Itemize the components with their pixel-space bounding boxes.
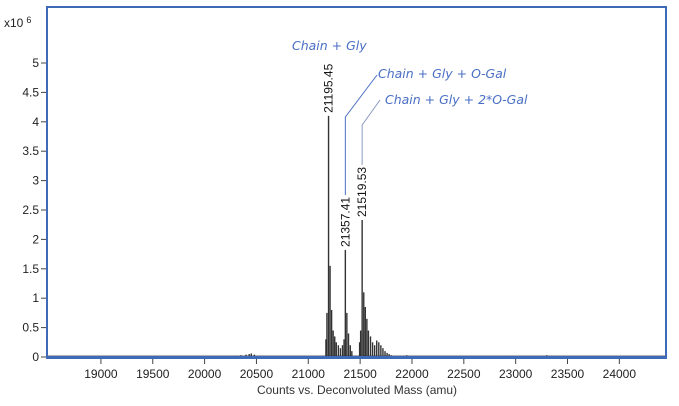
y-tick-label: 3 (32, 174, 39, 188)
x-axis-ticks: 19000 19500 20000 20500 21000 21500 22000 22500… (84, 359, 636, 381)
x-tick-label: 20500 (240, 367, 274, 381)
x-tick-label: 20000 (188, 367, 222, 381)
y-multiplier: x10 6 (4, 15, 31, 30)
peak-series (47, 115, 666, 357)
annotation-leader-line (344, 74, 378, 195)
y-tick-label: 5 (32, 56, 39, 70)
annotation-leader-line (361, 99, 381, 165)
y-tick-label: 2.5 (22, 203, 39, 217)
x-tick-label: 22000 (395, 367, 429, 381)
x-tick-label: 22500 (447, 367, 481, 381)
y-tick-label: 4 (32, 115, 39, 129)
y-tick-label: 4.5 (22, 85, 39, 99)
y-tick-label: 1 (32, 291, 39, 305)
y-tick-label: 3.5 (22, 144, 39, 158)
peak-annotation: Chain + Gly + 2*O-Gal (385, 92, 528, 107)
x-tick-label: 21000 (292, 367, 326, 381)
y-tick-label: 0 (32, 350, 39, 364)
peak-mass-label: 21519.53 (355, 167, 369, 217)
x-tick-label: 21500 (343, 367, 377, 381)
peak-mass-label: 21357.41 (338, 197, 352, 247)
y-tick-label: 0.5 (22, 321, 39, 335)
peak-labels: 21195.45 Chain + Gly 21357.41 Chain + Gly +… (292, 38, 528, 247)
y-tick-label: 1.5 (22, 262, 39, 276)
x-tick-label: 23000 (499, 367, 533, 381)
x-axis-title: Counts vs. Deconvoluted Mass (amu) (257, 383, 457, 397)
peak-mass-label: 21195.45 (322, 63, 336, 112)
x-tick-label: 24000 (603, 367, 637, 381)
peak-annotation: Chain + Gly + O-Gal (378, 66, 507, 81)
peak-annotation: Chain + Gly (292, 38, 367, 53)
y-tick-label: 2 (32, 232, 39, 246)
x-tick-label: 19500 (136, 367, 170, 381)
y-axis-ticks: 0 0.5 1 1.5 2 2.5 3 3.5 4 4.5 5 (22, 56, 46, 364)
x-tick-label: 23500 (551, 367, 585, 381)
x-tick-label: 19000 (84, 367, 118, 381)
